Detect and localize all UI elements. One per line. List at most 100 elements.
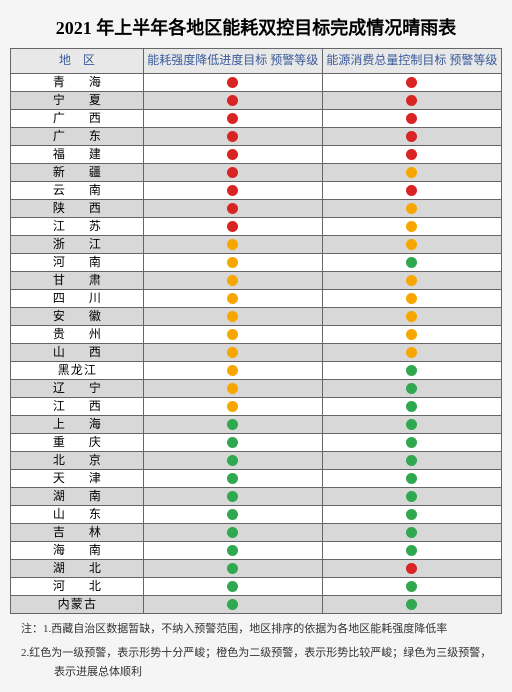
status-cell — [322, 577, 501, 595]
status-cell — [322, 145, 501, 163]
header-col2: 能源消费总量控制目标 预警等级 — [322, 49, 501, 74]
header-region: 地 区 — [11, 49, 144, 74]
status-cell — [143, 343, 322, 361]
table-row: 四 川 — [11, 289, 502, 307]
region-cell: 安 徽 — [11, 307, 144, 325]
region-cell: 北 京 — [11, 451, 144, 469]
status-cell — [322, 433, 501, 451]
status-cell — [322, 127, 501, 145]
green-dot-icon — [227, 419, 238, 430]
orange-dot-icon — [227, 311, 238, 322]
region-cell: 山 西 — [11, 343, 144, 361]
table-row: 山 东 — [11, 505, 502, 523]
status-cell — [143, 307, 322, 325]
table-row: 天 津 — [11, 469, 502, 487]
red-dot-icon — [227, 185, 238, 196]
region-cell: 重 庆 — [11, 433, 144, 451]
status-cell — [143, 577, 322, 595]
red-dot-icon — [406, 113, 417, 124]
status-cell — [143, 433, 322, 451]
orange-dot-icon — [227, 383, 238, 394]
status-cell — [322, 559, 501, 577]
red-dot-icon — [406, 149, 417, 160]
green-dot-icon — [227, 545, 238, 556]
orange-dot-icon — [227, 257, 238, 268]
region-cell: 河 北 — [11, 577, 144, 595]
table-row: 广 东 — [11, 127, 502, 145]
region-cell: 福 建 — [11, 145, 144, 163]
table-row: 湖 南 — [11, 487, 502, 505]
region-cell: 湖 北 — [11, 559, 144, 577]
status-cell — [143, 505, 322, 523]
green-dot-icon — [406, 401, 417, 412]
orange-dot-icon — [227, 329, 238, 340]
orange-dot-icon — [406, 347, 417, 358]
red-dot-icon — [227, 131, 238, 142]
table-row: 黑龙江 — [11, 361, 502, 379]
status-cell — [143, 181, 322, 199]
green-dot-icon — [227, 455, 238, 466]
red-dot-icon — [227, 221, 238, 232]
green-dot-icon — [406, 365, 417, 376]
footnote: 注：1.西藏自治区数据暂缺，不纳入预警范围，地区排序的依据为各地区能耗强度降低率 — [10, 620, 502, 639]
status-cell — [322, 271, 501, 289]
table-row: 上 海 — [11, 415, 502, 433]
status-cell — [322, 343, 501, 361]
region-cell: 辽 宁 — [11, 379, 144, 397]
status-cell — [143, 559, 322, 577]
status-cell — [143, 73, 322, 91]
status-cell — [322, 163, 501, 181]
table-row: 广 西 — [11, 109, 502, 127]
green-dot-icon — [406, 419, 417, 430]
green-dot-icon — [406, 599, 417, 610]
red-dot-icon — [227, 203, 238, 214]
status-cell — [322, 379, 501, 397]
orange-dot-icon — [406, 221, 417, 232]
region-cell: 湖 南 — [11, 487, 144, 505]
green-dot-icon — [406, 545, 417, 556]
green-dot-icon — [227, 599, 238, 610]
footnote: 2.红色为一级预警，表示形势十分严峻；橙色为二级预警，表示形势比较严峻；绿色为三… — [10, 644, 502, 681]
region-cell: 上 海 — [11, 415, 144, 433]
green-dot-icon — [406, 509, 417, 520]
region-cell: 宁 夏 — [11, 91, 144, 109]
green-dot-icon — [406, 527, 417, 538]
region-cell: 陕 西 — [11, 199, 144, 217]
region-cell: 浙 江 — [11, 235, 144, 253]
region-cell: 黑龙江 — [11, 361, 144, 379]
green-dot-icon — [227, 527, 238, 538]
red-dot-icon — [227, 167, 238, 178]
green-dot-icon — [227, 509, 238, 520]
green-dot-icon — [227, 437, 238, 448]
green-dot-icon — [227, 563, 238, 574]
red-dot-icon — [406, 131, 417, 142]
green-dot-icon — [406, 437, 417, 448]
status-cell — [143, 127, 322, 145]
table-row: 河 北 — [11, 577, 502, 595]
status-cell — [322, 217, 501, 235]
region-cell: 青 海 — [11, 73, 144, 91]
table-row: 湖 北 — [11, 559, 502, 577]
status-cell — [143, 415, 322, 433]
status-cell — [143, 235, 322, 253]
status-cell — [143, 469, 322, 487]
status-cell — [143, 145, 322, 163]
orange-dot-icon — [227, 347, 238, 358]
region-cell: 江 苏 — [11, 217, 144, 235]
alert-table: 地 区 能耗强度降低进度目标 预警等级 能源消费总量控制目标 预警等级 青 海宁… — [10, 48, 502, 614]
status-cell — [322, 181, 501, 199]
table-row: 甘 肃 — [11, 271, 502, 289]
orange-dot-icon — [227, 401, 238, 412]
table-row: 宁 夏 — [11, 91, 502, 109]
status-cell — [143, 199, 322, 217]
status-cell — [322, 253, 501, 271]
table-row: 浙 江 — [11, 235, 502, 253]
status-cell — [143, 253, 322, 271]
status-cell — [143, 541, 322, 559]
table-row: 山 西 — [11, 343, 502, 361]
region-cell: 吉 林 — [11, 523, 144, 541]
red-dot-icon — [406, 95, 417, 106]
status-cell — [322, 235, 501, 253]
status-cell — [322, 397, 501, 415]
status-cell — [322, 91, 501, 109]
